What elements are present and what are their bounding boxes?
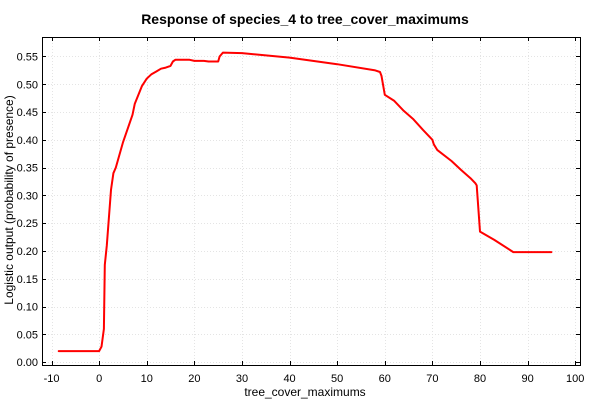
response-curve-line bbox=[57, 51, 553, 353]
y-tick-label: 0.50 bbox=[17, 79, 38, 91]
x-tick-label: -10 bbox=[44, 373, 60, 385]
y-tick-label: 0.55 bbox=[17, 51, 38, 63]
x-tick-label: 10 bbox=[141, 373, 153, 385]
y-tick-label: 0.45 bbox=[17, 107, 38, 119]
x-tick-label: 60 bbox=[379, 373, 391, 385]
plot-frame bbox=[42, 37, 581, 366]
y-tick-label: 0.35 bbox=[17, 163, 38, 175]
chart-title: Response of species_4 to tree_cover_maxi… bbox=[141, 11, 469, 27]
x-tick-label: 50 bbox=[331, 373, 343, 385]
y-tick-label: 0.40 bbox=[17, 135, 38, 147]
x-tick-label: 80 bbox=[474, 373, 486, 385]
grid bbox=[42, 37, 580, 365]
y-tick-label: 0.30 bbox=[17, 190, 38, 202]
x-tick-label: 40 bbox=[283, 373, 295, 385]
y-tick-label: 0.15 bbox=[17, 274, 38, 286]
y-tick-label: 0.10 bbox=[17, 302, 38, 314]
x-tick-label: 20 bbox=[188, 373, 200, 385]
x-tick-label: 100 bbox=[566, 373, 584, 385]
x-tick-label: 30 bbox=[236, 373, 248, 385]
x-tick-label: 70 bbox=[426, 373, 438, 385]
x-axis-label: tree_cover_maximums bbox=[244, 385, 365, 399]
y-tick-label: 0.25 bbox=[17, 218, 38, 230]
y-tick-label: 0.05 bbox=[17, 329, 38, 341]
y-tick-label: 0.20 bbox=[17, 246, 38, 258]
y-tick-label: 0.00 bbox=[17, 357, 38, 369]
y-axis-label: Logistic output (probability of presence… bbox=[2, 95, 16, 304]
x-tick-label: 90 bbox=[522, 373, 534, 385]
x-tick-label: 0 bbox=[96, 373, 102, 385]
ticks: -10 0 10 20 30 40 50 60 70 80 90 100 0.00 0.05 0.10 0.1… bbox=[17, 37, 584, 385]
